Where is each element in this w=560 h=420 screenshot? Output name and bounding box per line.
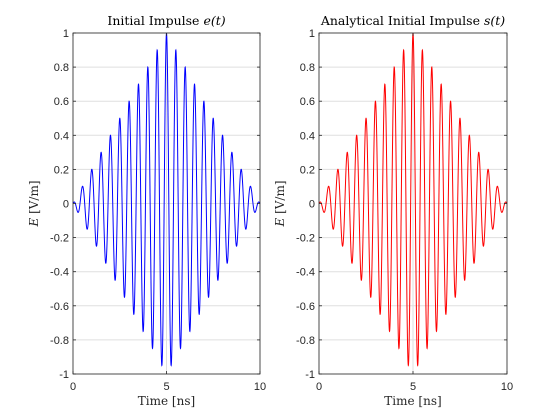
left-ytick-label: -0.8 (50, 335, 69, 347)
left-y-axis-label: E [V/m] (27, 180, 41, 227)
right-xtick-label: 10 (501, 381, 513, 393)
right-ytick-label: 0.8 (300, 62, 315, 74)
left-y-axis-label-unit: [V/m] (27, 180, 41, 217)
right-ytick-label: -0.6 (296, 301, 315, 313)
left-xtick-label: 5 (163, 381, 169, 393)
left-xtick-label: 10 (254, 381, 266, 393)
right-y-axis-label: E [V/m] (273, 180, 287, 227)
left-ytick-label: 0 (63, 199, 69, 211)
right-chart-title-text: Analytical Initial Impulse (320, 13, 484, 28)
left-ytick-label: 0.4 (54, 130, 69, 142)
left-ytick-label: 0.6 (54, 96, 69, 108)
right-y-axis-label-unit: [V/m] (273, 180, 287, 217)
right-chart-title-math: s(t) (484, 13, 505, 28)
right-y-axis-label-math: E (273, 218, 287, 228)
right-ytick-label: -1 (305, 369, 315, 381)
right-ytick-label: -0.4 (296, 267, 315, 279)
left-x-axis-label: Time [ns] (138, 394, 195, 408)
left-chart-title-math: e(t) (203, 13, 225, 28)
right-ytick-label: 0.4 (300, 130, 315, 142)
left-ytick-label: 0.2 (54, 164, 69, 176)
right-ytick-label: 0 (309, 199, 315, 211)
right-chart: 10.80.60.40.20-0.2-0.4-0.6-0.8-10 5 10Anal… (273, 13, 513, 408)
right-x-axis-label: Time [ns] (384, 394, 441, 408)
left-xtick-label: 0 (70, 381, 76, 393)
left-ytick-label: 0.8 (54, 62, 69, 74)
right-xtick-label: 0 (316, 381, 322, 393)
left-ytick-label: -0.4 (50, 267, 69, 279)
right-ytick-label: -0.8 (296, 335, 315, 347)
left-ytick-label: 1 (63, 28, 69, 40)
right-chart-title: Analytical Initial Impulse s(t) (320, 13, 505, 28)
right-ytick-label: -0.2 (296, 233, 315, 245)
left-chart-title-text: Initial Impulse (107, 13, 203, 28)
left-chart: 10.80.60.40.20-0.2-0.4-0.6-0.8-10 5 10Init… (27, 13, 266, 408)
left-ytick-label: -1 (59, 369, 69, 381)
left-y-axis-label-math: E (27, 218, 41, 228)
right-ytick-label: 0.2 (300, 164, 315, 176)
left-ytick-label: -0.6 (50, 301, 69, 313)
right-ytick-label: 0.6 (300, 96, 315, 108)
left-ytick-label: -0.2 (50, 233, 69, 245)
right-xtick-label: 5 (410, 381, 416, 393)
right-ytick-label: 1 (309, 28, 315, 40)
left-chart-title: Initial Impulse e(t) (107, 13, 225, 28)
